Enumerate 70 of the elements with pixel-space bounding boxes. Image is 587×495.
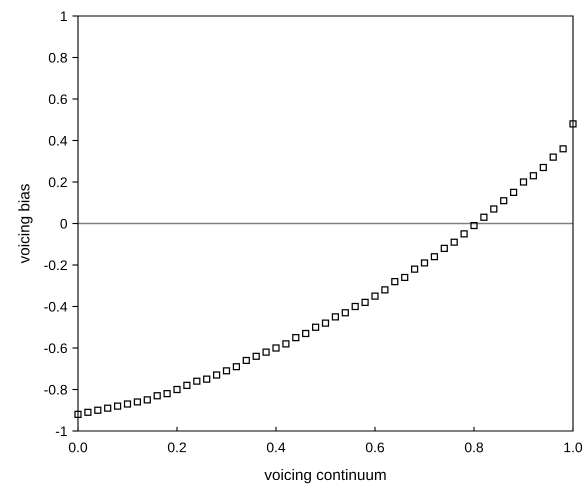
point <box>252 352 260 360</box>
y-tick-label: -0.4 <box>44 302 68 312</box>
point <box>510 188 518 196</box>
point <box>74 410 82 418</box>
point <box>420 259 428 267</box>
point <box>134 398 142 406</box>
x-tick-label: 0.6 <box>366 442 384 452</box>
point <box>193 378 200 385</box>
point <box>450 238 458 246</box>
point <box>470 222 478 230</box>
y-axis-title: voicing bias <box>18 184 33 264</box>
y-tick-label: 0.4 <box>48 136 68 146</box>
point <box>212 371 220 379</box>
point <box>332 313 340 320</box>
point <box>183 382 191 389</box>
point <box>163 390 171 398</box>
point <box>94 406 102 414</box>
x-tick-label: 0.2 <box>168 442 186 452</box>
y-tick-label: 0.8 <box>48 52 67 63</box>
point <box>84 408 92 416</box>
y-tick-label: 0.2 <box>48 177 67 188</box>
point <box>282 340 290 348</box>
point <box>104 404 112 412</box>
point <box>114 402 122 410</box>
point <box>361 298 369 306</box>
point <box>559 145 567 152</box>
y-tick-label: -1 <box>56 426 67 436</box>
x-tick-label: 1.0 <box>564 442 582 452</box>
point <box>272 344 280 352</box>
y-tick-label: -0.2 <box>44 260 67 270</box>
point <box>391 278 398 286</box>
x-tick-label: 0.4 <box>266 442 286 452</box>
x-tick-label: 0.0 <box>68 442 88 452</box>
y-tick-label: 1 <box>60 11 67 22</box>
point <box>154 392 161 400</box>
point <box>292 334 300 342</box>
point <box>430 253 438 260</box>
point <box>322 319 330 327</box>
point <box>203 376 210 383</box>
point <box>410 266 418 273</box>
y-tick-label: -0.6 <box>44 343 67 354</box>
point <box>222 367 230 374</box>
x-tick-label: 0.8 <box>464 442 484 452</box>
y-tick-label: -0.8 <box>44 384 67 395</box>
point <box>540 164 547 172</box>
point <box>342 309 349 316</box>
point <box>144 396 151 404</box>
point <box>490 205 498 213</box>
point <box>500 197 508 204</box>
point <box>460 230 468 238</box>
point <box>262 348 270 356</box>
point <box>381 286 389 294</box>
y-tick-label: 0.6 <box>48 94 67 104</box>
point <box>401 274 408 282</box>
point <box>440 244 448 252</box>
point <box>371 292 379 300</box>
point <box>312 324 320 331</box>
point <box>480 214 488 221</box>
y-tick-label: 0 <box>60 218 68 229</box>
point <box>302 330 310 338</box>
point <box>520 178 528 186</box>
point <box>530 172 538 180</box>
point <box>352 302 359 310</box>
point <box>124 400 132 408</box>
point <box>242 356 250 364</box>
point <box>569 120 577 128</box>
x-axis-title: voicing continuum <box>264 468 386 484</box>
point <box>232 363 240 370</box>
point <box>550 153 557 161</box>
point <box>173 386 181 394</box>
